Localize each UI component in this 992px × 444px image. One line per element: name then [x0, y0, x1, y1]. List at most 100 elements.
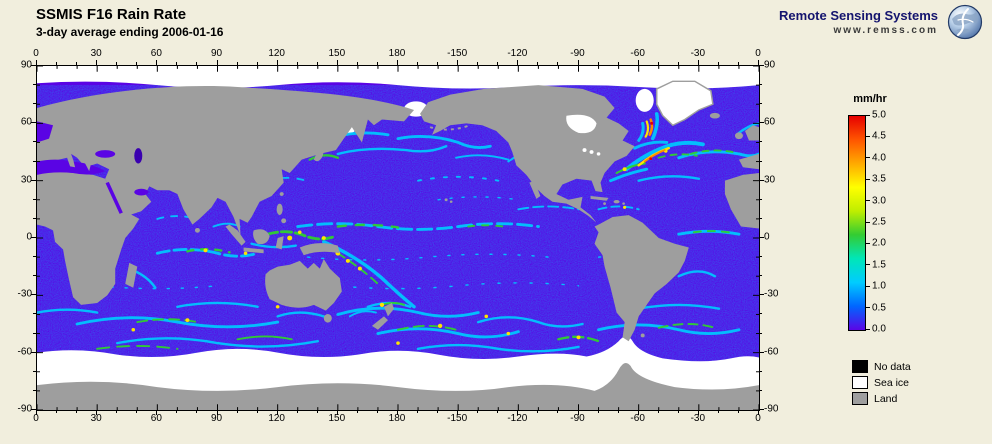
axis-tick: [376, 62, 378, 65]
axis-tick: [316, 410, 318, 413]
colorbar-units: mm/hr: [853, 93, 887, 105]
colorbar-tick-label: 2.5: [872, 216, 886, 228]
legend-swatch: [852, 376, 868, 389]
axis-tick: [256, 410, 258, 413]
lat-tick-label: 30: [20, 174, 32, 186]
cuba: [590, 195, 609, 201]
hawaii: [444, 198, 448, 202]
axis-tick: [759, 370, 762, 372]
axis-longitude-bottom: 0 30 60 90 120 150 180 -150 -120 -90 -60 -30 0: [33, 413, 761, 425]
colorbar-tick-label: 3.5: [872, 173, 886, 185]
page-subtitle: 3-day average ending 2006-01-16: [36, 25, 224, 39]
axis-tick: [56, 410, 58, 413]
axis-tick: [759, 294, 764, 296]
lat-tick-label: 0: [26, 231, 32, 243]
lon-tick-label: -90: [570, 48, 585, 59]
uk: [744, 125, 759, 141]
axis-tick: [236, 410, 238, 413]
sumatra: [225, 224, 246, 246]
axis-tick: [376, 410, 378, 413]
legend-swatch: [852, 360, 868, 373]
rain-orange-red-cells: [643, 118, 666, 163]
page-title: SSMIS F16 Rain Rate: [36, 6, 187, 23]
new-guinea: [299, 243, 340, 256]
lon-tick-label: 90: [210, 48, 223, 59]
axis-tick: [417, 62, 419, 65]
colorbar-tick-label: 2.0: [872, 237, 886, 249]
branding-name: Remote Sensing Systems: [779, 8, 938, 23]
lon-tick-label: -150: [447, 48, 468, 59]
baffin-bay-ice: [635, 88, 654, 112]
great-lake-3: [596, 152, 601, 156]
iceland: [709, 112, 720, 119]
axis-tick: [759, 237, 764, 238]
lat-tick-label: -90: [764, 403, 779, 415]
tasmania: [323, 313, 332, 323]
taiwan: [279, 192, 284, 196]
axis-tick: [557, 410, 559, 413]
australia: [265, 259, 342, 311]
lat-tick-label: 90: [20, 59, 32, 71]
axis-tick: [156, 410, 158, 415]
axis-tick: [657, 410, 659, 413]
axis-tick: [296, 410, 298, 413]
lat-tick-label: 30: [764, 174, 776, 186]
axis-tick: [457, 60, 459, 65]
land-group: [37, 85, 759, 342]
lon-tick-label: 0: [755, 413, 761, 424]
branding-url: www.remss.com: [833, 25, 938, 36]
antarctica: [37, 362, 759, 410]
axis-tick: [136, 62, 138, 65]
africa: [37, 171, 140, 305]
eurasia: [37, 86, 415, 237]
axis-tick: [33, 103, 36, 105]
axis-tick: [76, 410, 78, 413]
colorbar-tick: [866, 285, 870, 287]
axis-tick: [759, 217, 762, 219]
axis-tick: [397, 60, 398, 65]
axis-tick: [31, 65, 36, 66]
lon-tick-label: 0: [33, 48, 39, 59]
colorbar-tick-label: 4.5: [872, 130, 886, 142]
lon-tick-label: -120: [507, 48, 528, 59]
axis-tick: [33, 141, 36, 143]
axis-tick: [397, 410, 398, 415]
hawaii-2: [449, 200, 453, 203]
lon-tick-label: 120: [268, 413, 285, 424]
axis-tick: [737, 410, 739, 413]
greenland: [655, 80, 714, 127]
axis-tick: [457, 410, 459, 415]
axis-tick: [637, 60, 639, 65]
axis-latitude-left: 90 60 30 0 -30 -60 -90: [6, 60, 32, 415]
axis-tick: [96, 60, 98, 65]
colorbar-tick-label: 5.0: [872, 109, 886, 121]
lon-tick-label: 90: [210, 413, 223, 424]
axis-tick: [236, 62, 238, 65]
axis-tick: [697, 60, 699, 65]
axis-tick: [759, 256, 762, 258]
axis-tick: [477, 62, 479, 65]
axis-tick: [717, 62, 719, 65]
lat-tick-label: -30: [764, 288, 779, 300]
axis-tick: [76, 62, 78, 65]
sulawesi: [275, 236, 284, 250]
iberia-france-sliver: [738, 153, 759, 170]
axis-tick: [296, 62, 298, 65]
axis-tick: [116, 62, 118, 65]
axis-tick: [276, 60, 278, 65]
lon-tick-label: 180: [388, 48, 406, 59]
axis-tick: [759, 84, 762, 86]
falklands: [640, 333, 645, 338]
axis-tick: [31, 294, 36, 296]
axis-tick: [637, 410, 639, 415]
lon-tick-label: -60: [630, 48, 645, 59]
lon-tick-label: -150: [447, 413, 468, 424]
colorbar-tick-label: 4.0: [872, 152, 886, 164]
lon-tick-label: 60: [150, 413, 162, 424]
axis-tick: [477, 410, 479, 413]
map-frame: [36, 65, 760, 411]
axis-tick: [36, 60, 37, 65]
axis-tick: [577, 410, 579, 415]
lat-tick-label: -60: [764, 346, 779, 358]
axis-tick: [96, 410, 98, 415]
